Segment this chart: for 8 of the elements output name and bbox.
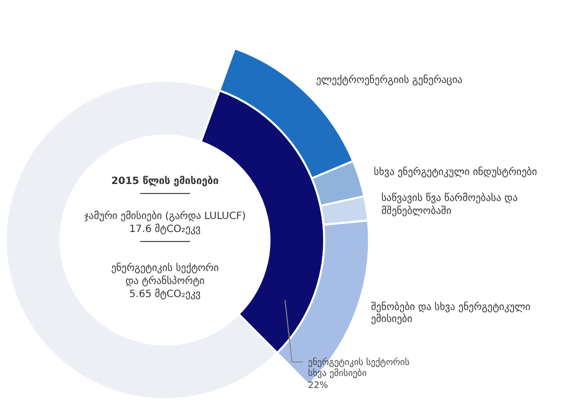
text: ჯამური ემისიები (გარდა LULUCF) 17.6 მტCO₂ეკვ — [83, 210, 247, 236]
slice-label: საწვავის წვა წარმოებასა და მშენებლობაში — [381, 193, 519, 218]
slice-label: შენობები და სხვა ენერგეტიკული ემისიები — [370, 302, 532, 327]
text: ენერგეტიკის სექტორის სხვა ემისიები 22% — [308, 358, 410, 392]
text: ენერგეტიკის სექტორი და ტრანსპორტი 5.65 მტCO₂ეკვ — [110, 262, 220, 301]
slice-label: ელექტროენერგიის გენერაცია — [316, 74, 462, 88]
text: 2015 წლის ემისიები — [110, 175, 220, 188]
slice-label: სხვა ენერგეტიკული ინდუსტრიები — [374, 167, 538, 180]
